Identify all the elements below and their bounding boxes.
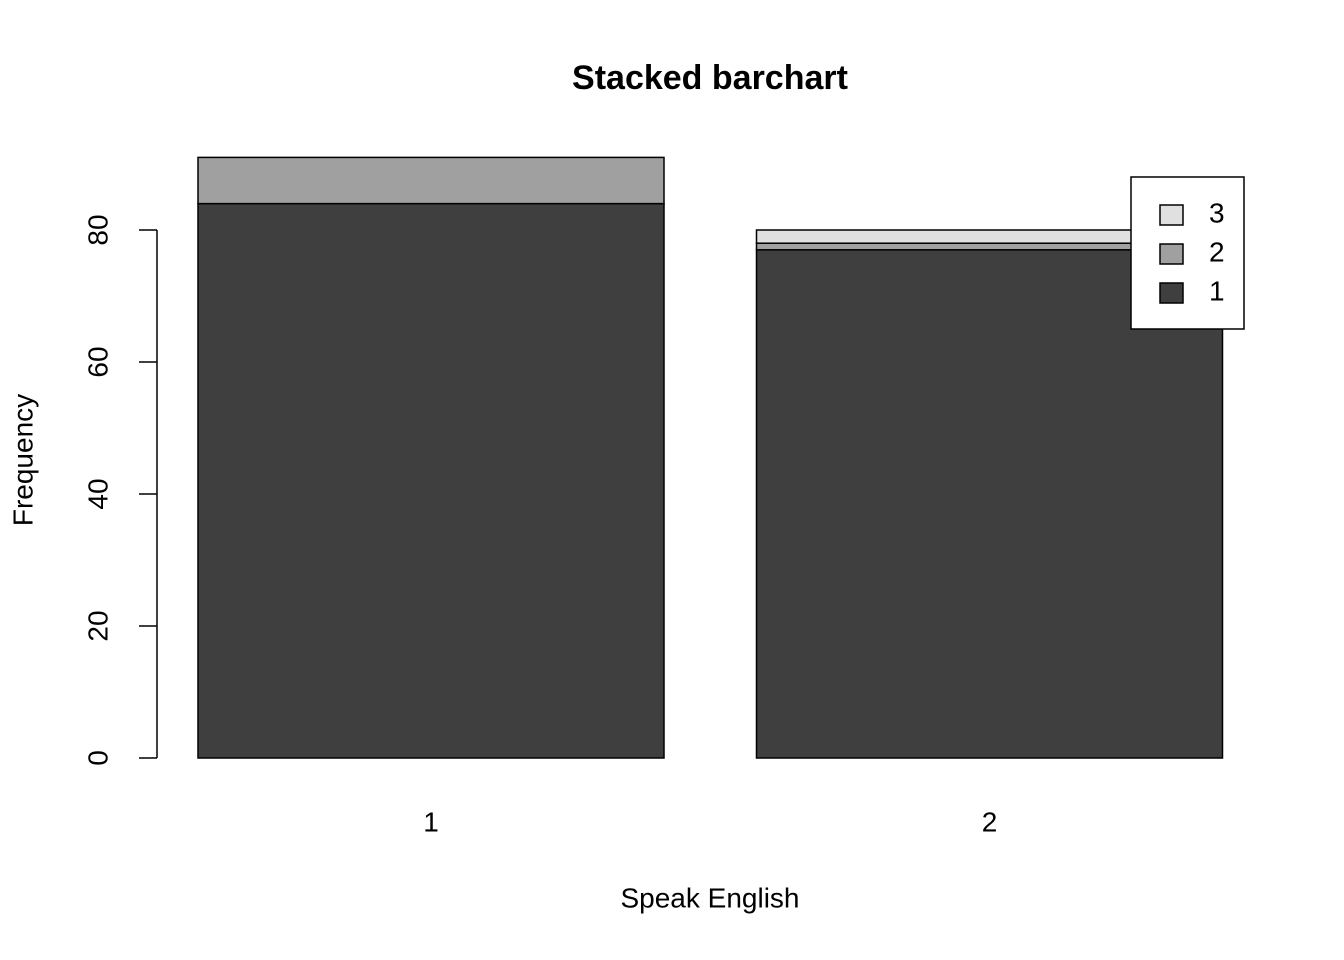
x-axis-label: Speak English <box>620 882 799 913</box>
legend-box <box>1130 176 1245 330</box>
y-tick-label: 40 <box>82 478 113 509</box>
x-tick-label: 2 <box>982 806 998 837</box>
legend-label: 3 <box>1209 197 1225 228</box>
legend-key <box>1159 204 1184 226</box>
bar-segment <box>197 202 665 759</box>
x-tick-label: 1 <box>423 806 439 837</box>
y-tick-label: 20 <box>82 610 113 641</box>
y-axis-label: Frequency <box>7 394 38 526</box>
chart-title: Stacked barchart <box>572 59 848 97</box>
legend-key <box>1159 282 1184 304</box>
legend-label: 1 <box>1209 275 1225 306</box>
bar-segment <box>755 249 1224 759</box>
y-tick-label: 60 <box>82 346 113 377</box>
legend-label: 2 <box>1209 236 1225 267</box>
legend-key <box>1159 243 1184 265</box>
bar-segment <box>197 156 665 205</box>
y-tick-label: 80 <box>82 214 113 245</box>
y-tick-label: 0 <box>82 750 113 766</box>
